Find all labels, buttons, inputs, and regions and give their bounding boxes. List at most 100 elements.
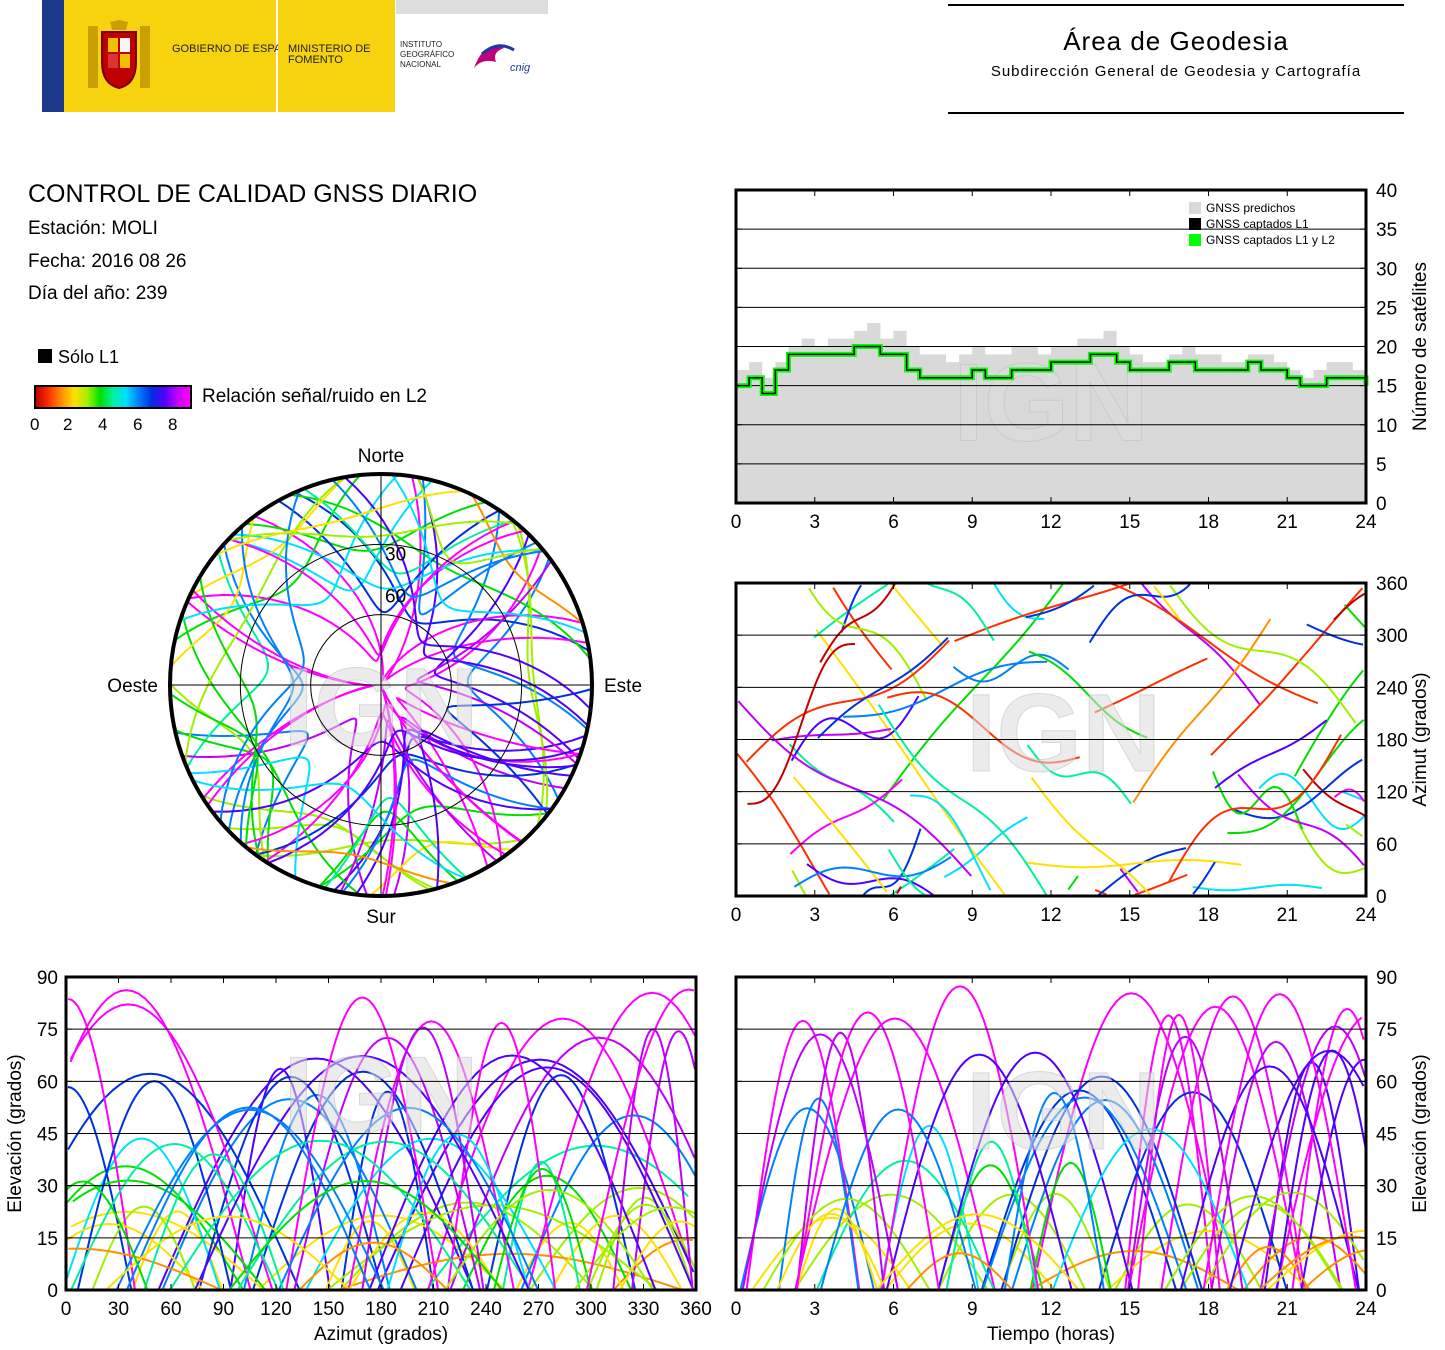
- azimuth-track: [889, 582, 944, 647]
- east-label: Este: [604, 676, 642, 697]
- legend-label: GNSS captados L1 y L2: [1206, 233, 1335, 247]
- doy-label: Día del año: 239: [28, 283, 168, 304]
- elev-time-track: [1201, 1191, 1365, 1291]
- y-axis-label: Elevación (grados): [5, 1054, 26, 1212]
- azimuth-track: [792, 776, 888, 893]
- elev-az-track: [198, 1075, 384, 1291]
- x-tick-label: 90: [213, 1299, 234, 1320]
- elev-az-track: [66, 1165, 245, 1291]
- north-label: Norte: [358, 446, 404, 467]
- sky-track: [175, 730, 309, 856]
- area-subtitle: Subdirección General de Geodesia y Carto…: [990, 63, 1362, 80]
- elev-time-track: [885, 1053, 1073, 1291]
- elev-az-track: [325, 1220, 416, 1291]
- gobierno-logo: [42, 0, 276, 112]
- gobierno-text: GOBIERNO DE ESPAÑA: [172, 43, 297, 55]
- y-tick-label: 0: [47, 1281, 58, 1302]
- y-tick-label: 0: [1376, 1281, 1387, 1302]
- y-tick-label: 25: [1376, 298, 1397, 319]
- azimuth-track: [1293, 669, 1364, 777]
- elev-az-track: [376, 1058, 695, 1291]
- x-tick-label: 24: [1355, 905, 1377, 926]
- azimuth-track: [954, 582, 1130, 642]
- elev-az-track: [595, 1196, 695, 1291]
- y-tick-label: 60: [1376, 835, 1397, 856]
- x-tick-label: 0: [731, 1299, 742, 1320]
- azimuth-track: [1343, 604, 1366, 629]
- azimuth-track: [1134, 873, 1188, 896]
- x-tick-label: 9: [967, 512, 978, 533]
- elev-az-track: [125, 1106, 372, 1291]
- instituto-text: INSTITUTO GEOGRÁFICO NACIONAL: [400, 40, 455, 69]
- sky-track: [170, 516, 255, 668]
- sky-track: [192, 779, 466, 880]
- elev-az-track: [612, 1238, 694, 1291]
- azimuth-track: [1030, 777, 1151, 896]
- elev-az-track: [67, 997, 136, 1291]
- azimuth-track: [881, 582, 1065, 801]
- ign-watermark: IGN: [966, 1050, 1162, 1173]
- sky-track: [404, 547, 543, 859]
- x-tick-label: 24: [1355, 512, 1377, 533]
- elev-az-track: [105, 1215, 351, 1291]
- snr-tick: 2: [63, 415, 73, 434]
- azimuth-track: [1345, 823, 1363, 837]
- elev-time-track: [815, 1159, 996, 1291]
- elev-az-track: [67, 1072, 301, 1291]
- azimuth-track: [1258, 772, 1367, 831]
- cnig-text: cnig: [510, 62, 531, 74]
- azimuth-track: [1333, 592, 1367, 621]
- sky-track: [191, 589, 371, 806]
- sky-track: [416, 476, 543, 565]
- azimuth-track: [886, 691, 1081, 764]
- azimuth-track: [737, 700, 972, 877]
- x-tick-label: 15: [1119, 1299, 1140, 1320]
- y-tick-label: 15: [1376, 1229, 1397, 1250]
- elev-time-track: [937, 1051, 1134, 1291]
- elev-time-track: [1300, 1058, 1366, 1291]
- station-label: Estación: MOLI: [28, 218, 158, 239]
- sky-track: [186, 600, 377, 799]
- sky-track: [416, 476, 589, 727]
- sky-track: [245, 846, 453, 885]
- y-tick-label: 90: [1376, 968, 1397, 989]
- azimuth-track: [952, 653, 1070, 683]
- azimuth-track: [1233, 758, 1363, 820]
- snr-tick: 6: [133, 415, 143, 434]
- elev-time-track: [884, 1222, 1056, 1291]
- elev-az-track: [169, 1139, 472, 1291]
- elev-az-track: [361, 1026, 485, 1291]
- y-tick-label: 75: [1376, 1020, 1397, 1041]
- elev-time-track: [1259, 1025, 1367, 1291]
- elev-az-track: [72, 1179, 266, 1291]
- elev-time-track: [905, 1252, 1014, 1291]
- azimuth-track: [771, 727, 892, 742]
- sky-track: [219, 490, 305, 823]
- sky-track: [331, 479, 545, 598]
- sky-track: [433, 534, 580, 760]
- elev-az-track: [66, 1137, 221, 1291]
- azimuth-track: [1167, 734, 1342, 883]
- azimuth-track: [808, 587, 928, 701]
- azimuth-track: [793, 856, 952, 888]
- azimuth-track: [1067, 875, 1079, 891]
- elev-time-track: [777, 1097, 860, 1291]
- snr-tick: 4: [98, 415, 108, 434]
- x-tick-label: 15: [1119, 512, 1140, 533]
- l1-only-label: Sólo L1: [58, 347, 120, 367]
- elev-az-track: [426, 1144, 689, 1291]
- y-axis-label: Elevación (grados): [1410, 1054, 1431, 1212]
- sky-track: [390, 473, 586, 634]
- legend-swatch: [1189, 218, 1201, 230]
- sky-track: [228, 520, 515, 657]
- sky-track: [169, 692, 259, 848]
- x-tick-label: 330: [628, 1299, 660, 1320]
- x-tick-label: 210: [418, 1299, 450, 1320]
- azimuth-track: [927, 582, 995, 642]
- elev-time-track: [751, 1216, 912, 1291]
- y-tick-label: 240: [1376, 678, 1408, 699]
- azimuth-track: [747, 643, 855, 805]
- horizon-circle: [168, 472, 594, 898]
